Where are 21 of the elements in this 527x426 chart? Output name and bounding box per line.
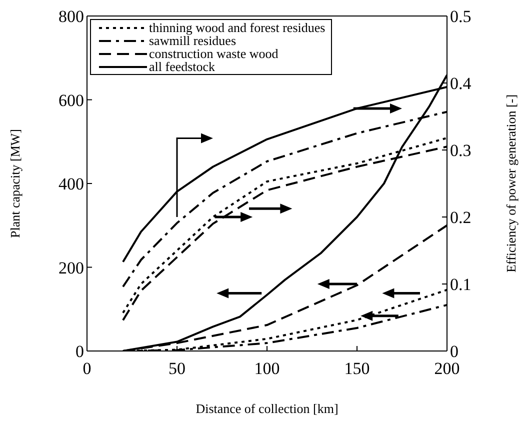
legend-label: construction waste wood (149, 46, 278, 61)
y2-tick-label: 0.1 (450, 275, 472, 294)
x-tick-label: 200 (434, 359, 460, 378)
y2-tick-label: 0.3 (450, 141, 472, 160)
y2-tick-label: 0.5 (450, 7, 472, 26)
y2-tick-label: 0.2 (450, 208, 472, 228)
y-tick-label: 200 (58, 258, 84, 278)
y-tick-label: 800 (58, 7, 84, 26)
x-tick-label: 150 (344, 359, 370, 378)
x-axis-title: Distance of collection [km] (196, 401, 338, 416)
y2-axis-title: Efficiency of power generation [-] (504, 94, 519, 273)
x-tick-label: 100 (254, 359, 280, 378)
y2-tick-label: 0 (450, 342, 458, 362)
y2-tick-label: 0.4 (450, 74, 472, 94)
x-tick-label: 50 (168, 359, 186, 378)
legend-label: all feedstock (149, 59, 216, 74)
legend-label: thinning wood and forest residues (149, 20, 326, 35)
y-axis-title: Plant capacity [MW] (8, 128, 23, 238)
y-tick-label: 0 (76, 342, 84, 362)
y-tick-label: 600 (58, 90, 84, 110)
y-tick-label: 400 (58, 174, 84, 194)
